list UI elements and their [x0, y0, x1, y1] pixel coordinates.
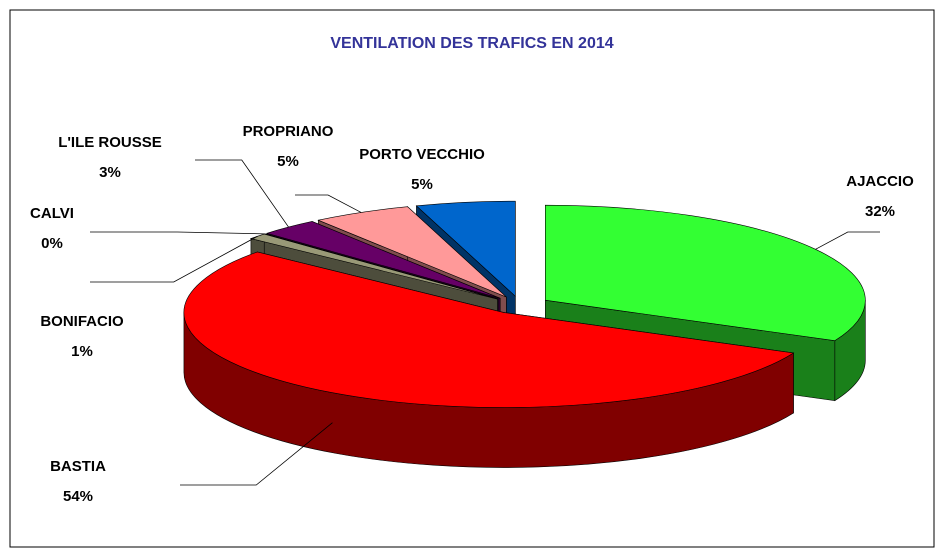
slice	[183, 251, 795, 468]
slice-label: CALVI	[30, 205, 74, 222]
leader-line	[90, 235, 258, 283]
slice-value-label: 0%	[41, 235, 63, 252]
slice-top	[317, 206, 507, 298]
leader-line	[195, 159, 289, 228]
leader-line	[295, 194, 362, 213]
slice-value-label: 1%	[71, 343, 93, 360]
slice-value-label: 5%	[277, 153, 299, 170]
slice-label: BONIFACIO	[40, 313, 124, 330]
leader-line	[815, 231, 880, 250]
leader-line	[90, 231, 265, 235]
slice-label: BASTIA	[50, 458, 106, 475]
leader-line	[180, 422, 333, 486]
slice-top	[415, 200, 516, 297]
slice-top	[265, 221, 501, 299]
slice-value-label: 32%	[865, 203, 895, 220]
slice-value-label: 5%	[411, 176, 433, 193]
slice-value-label: 54%	[63, 488, 93, 505]
slice-label: AJACCIO	[846, 173, 914, 190]
chart-title: VENTILATION DES TRAFICS EN 2014	[330, 35, 613, 52]
slice-label: L'ILE ROUSSE	[58, 134, 162, 151]
slice-label: PROPRIANO	[243, 123, 334, 140]
slice-value-label: 3%	[99, 164, 121, 181]
slice-label: PORTO VECCHIO	[359, 146, 485, 163]
slice-top	[183, 251, 795, 408]
